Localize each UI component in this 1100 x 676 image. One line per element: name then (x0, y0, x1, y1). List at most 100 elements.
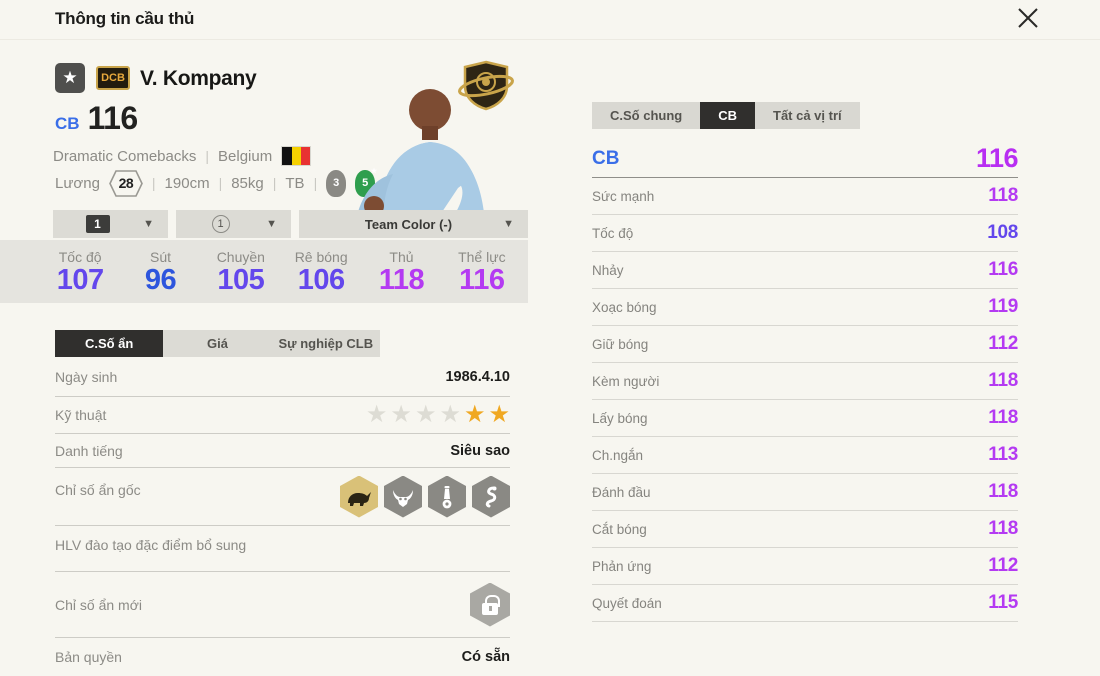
stat-value: 115 (988, 592, 1018, 613)
row-value: Siêu sao (450, 442, 510, 459)
position-rating-header: CB 116 (592, 140, 1019, 178)
height-value: 190cm (164, 174, 210, 192)
level-value: 1 (85, 215, 110, 233)
star-icon: ★ (439, 401, 461, 428)
row-label: Danh tiếng (55, 442, 123, 459)
tab-label: CB (718, 108, 737, 123)
buffalo-icon[interactable] (384, 475, 422, 518)
rhino-icon[interactable] (340, 475, 378, 518)
stat-value: 116 (459, 263, 505, 296)
row-label: HLV đào tạo đặc điểm bổ sung (55, 537, 247, 553)
stat-label: Lấy bóng (592, 410, 648, 426)
stat-value: 119 (988, 296, 1018, 317)
tab-hidden-stats[interactable]: C.Số ẩn (55, 330, 164, 357)
row-value: Có sẵn (461, 649, 510, 665)
salary-value: 28 (118, 175, 134, 191)
season-badge-label: DCB (101, 72, 125, 84)
weight-value: 85kg (231, 174, 264, 192)
salary-label: Lương (55, 174, 100, 192)
team-color-dropdown[interactable]: Team Color (-) ▼ (299, 210, 528, 238)
foot-label: TB (285, 174, 305, 192)
tab-all-positions[interactable]: Tất cả vị trí (755, 102, 860, 129)
hidden-stat-icons (340, 475, 510, 518)
stat-label: Rê bóng (294, 248, 348, 265)
row-label: Chỉ số ẩn mới (55, 596, 142, 613)
coach-training-row: HLV đào tạo đặc điểm bổ sung (55, 526, 510, 572)
license-row: Bản quyền Có sẵn (55, 638, 510, 676)
main-stats-strip: Tốc độ 107 Sút 96 Chuyền 105 Rê bóng 106… (0, 240, 528, 303)
divider: | (272, 175, 277, 191)
stat-row: Giữ bóng 112 (592, 326, 1018, 363)
stat-label: Chuyền (216, 248, 265, 265)
stat-row: Tốc độ 108 (592, 215, 1018, 252)
stat-value: 96 (144, 263, 177, 296)
main-stat: Chuyền 105 (201, 240, 281, 303)
page-title: Thông tin cầu thủ (55, 9, 195, 28)
stat-row: Phản ứng 112 (592, 548, 1018, 585)
nation-name: Belgium (218, 147, 273, 165)
weak-foot-value: 3 (333, 177, 340, 189)
main-stat: Sút 96 (120, 240, 200, 303)
grade-dropdown[interactable]: 1 ▼ (176, 210, 291, 238)
stat-label: Xoạc bóng (592, 299, 657, 315)
close-button[interactable] (1008, 0, 1048, 36)
main-stat: Thể lực 116 (442, 240, 522, 303)
club-emblem-icon (455, 58, 517, 112)
player-name: V. Kompany (140, 67, 257, 90)
player-attributes-row: Lương 28 | 190cm | 85kg | TB | 3 5 (55, 167, 377, 198)
main-stat: Tốc độ 107 (40, 240, 120, 303)
star-icon: ★ (390, 401, 412, 428)
tab-label: C.Số chung (610, 108, 683, 123)
grade-value: 1 (211, 215, 230, 233)
chevron-down-icon: ▼ (503, 218, 514, 230)
stat-value: 106 (297, 263, 345, 296)
main-stat: Thủ 118 (361, 240, 441, 303)
stat-value: 116 (988, 259, 1018, 280)
tab-cb[interactable]: CB (700, 102, 755, 129)
stat-label: Đánh đầu (592, 484, 651, 500)
tab-general-stats[interactable]: C.Số chung (592, 102, 701, 129)
stat-value: 118 (988, 370, 1018, 391)
weak-foot-icon: 3 (326, 169, 347, 197)
stat-value: 118 (988, 518, 1018, 539)
stat-label: Giữ bóng (592, 336, 649, 352)
tab-price[interactable]: Giá (163, 330, 272, 357)
stat-value: 112 (988, 555, 1018, 576)
club-nation-row: Dramatic Comebacks | Belgium (53, 146, 312, 166)
player-position: CB (55, 114, 80, 133)
skill-stars: ★ ★ ★ ★ ★ ★ (366, 403, 510, 427)
star-glyph: ★ (62, 68, 78, 87)
left-tab-bar: C.Số ẩn Giá Sự nghiệp CLB (55, 330, 380, 357)
club-name: Dramatic Comebacks (53, 147, 197, 165)
tab-label: C.Số ẩn (84, 336, 134, 351)
hidden-stats-panel: Ngày sinh 1986.4.10 Kỹ thuật ★ ★ ★ ★ ★ ★… (55, 357, 510, 676)
stat-value: 118 (988, 481, 1018, 502)
stat-value: 118 (988, 407, 1018, 428)
snake-icon[interactable] (472, 475, 510, 518)
stat-value: 118 (378, 263, 425, 296)
star-icon: ★ (414, 401, 437, 428)
tab-label: Giá (207, 336, 228, 351)
star-icon: ★ (488, 401, 510, 428)
hidden-new-row: Chỉ số ẩn mới (55, 572, 510, 638)
stat-label: Ch.ngắn (592, 447, 644, 463)
stat-label: Sút (149, 248, 171, 265)
favorite-star-icon[interactable]: ★ (55, 63, 85, 93)
hidden-original-row: Chỉ số ẩn gốc (55, 468, 510, 526)
level-dropdown[interactable]: 1 ▼ (53, 210, 168, 238)
stat-label: Kèm người (592, 373, 660, 389)
close-icon (1018, 8, 1038, 28)
stat-value: 112 (988, 333, 1018, 354)
chevron-down-icon: ▼ (266, 218, 277, 230)
row-label: Ngày sinh (55, 368, 118, 385)
detail-stats-list: Sức mạnh 118 Tốc độ 108 Nhảy 116 Xoạc bó… (592, 178, 1018, 622)
belgium-flag-icon (281, 146, 312, 166)
divider: | (205, 148, 210, 164)
star-icon: ★ (463, 401, 486, 428)
lighthouse-icon[interactable] (428, 475, 466, 518)
stat-row: Ch.ngắn 113 (592, 437, 1018, 474)
tab-club-career[interactable]: Sự nghiệp CLB (271, 330, 380, 357)
stat-label: Thể lực (458, 248, 506, 265)
team-color-value: Team Color (-) (364, 216, 453, 232)
stat-value: 107 (56, 263, 104, 296)
